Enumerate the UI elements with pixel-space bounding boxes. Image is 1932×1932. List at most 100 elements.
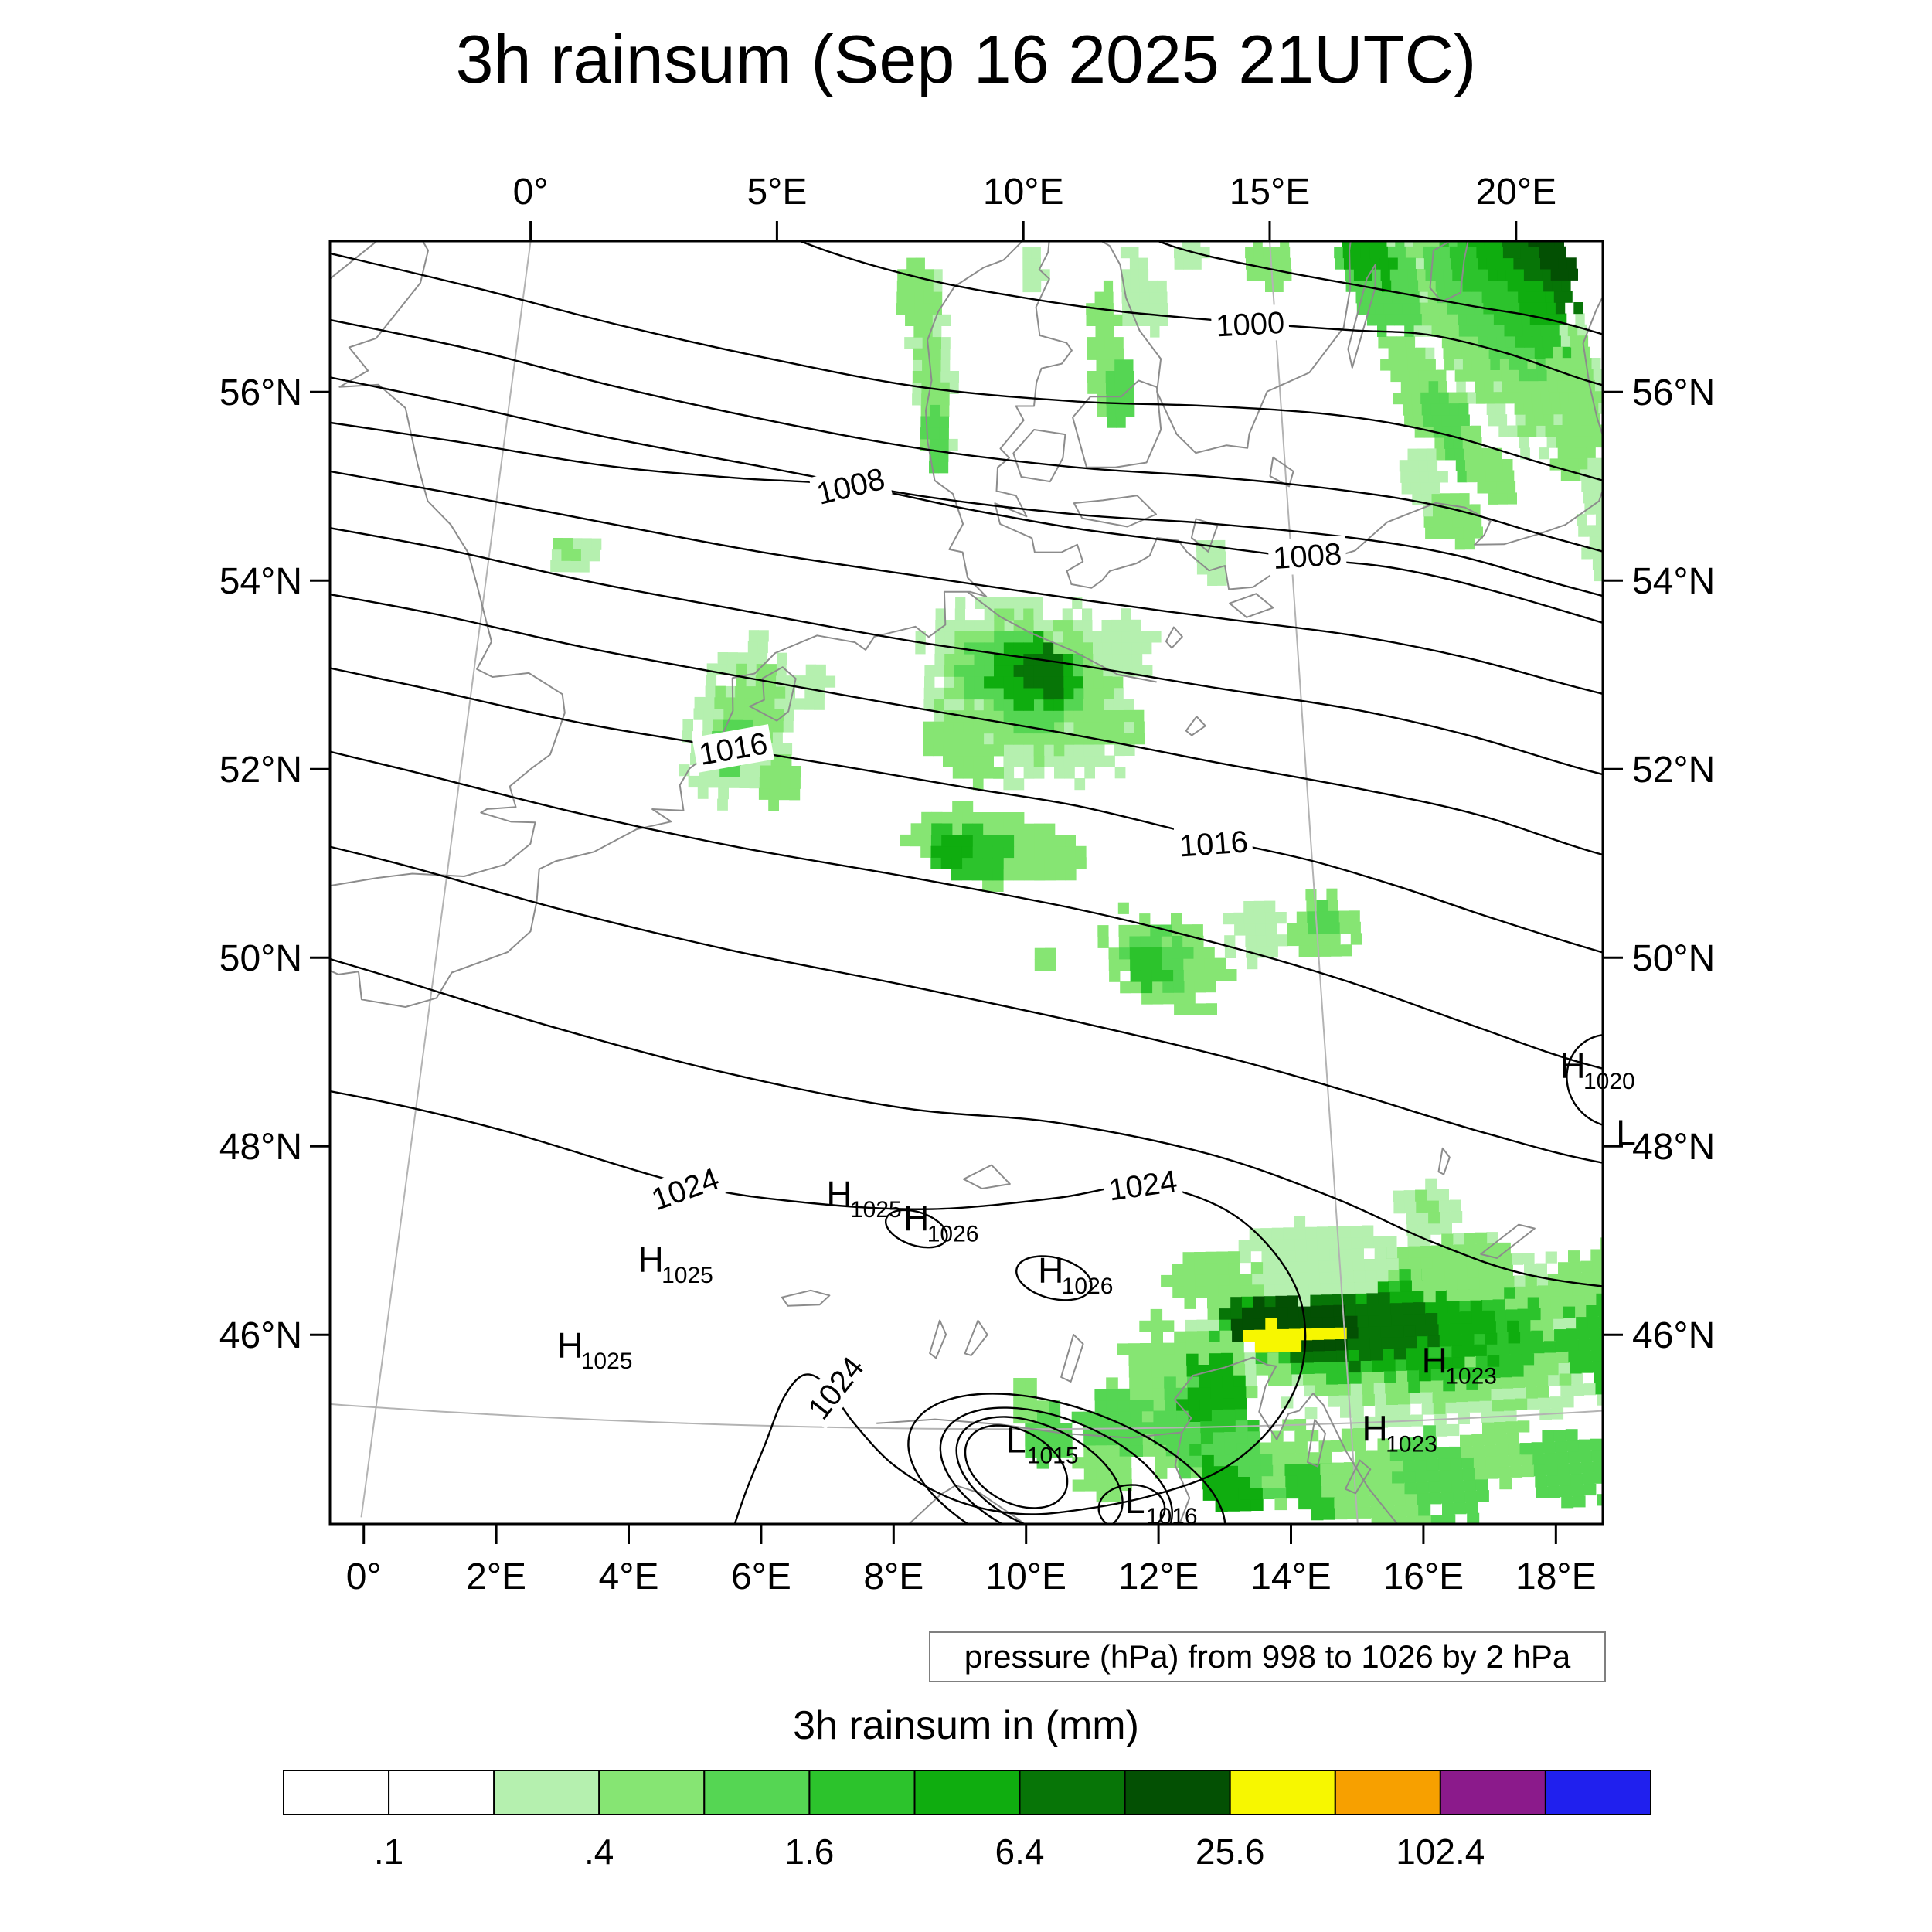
rain-cell (1440, 1492, 1454, 1504)
rain-cell (1025, 1445, 1038, 1458)
rain-cell (1471, 425, 1481, 438)
rain-cell (1523, 1364, 1536, 1376)
rain-cell (1570, 1372, 1583, 1385)
rain-cell (1420, 1246, 1432, 1258)
rain-cell (1234, 923, 1246, 936)
rain-cell (1542, 403, 1553, 415)
rain-cell (964, 687, 975, 700)
rain-cell (1471, 1434, 1484, 1447)
rain-cell (1577, 391, 1588, 403)
rain-cell (1537, 302, 1547, 315)
rain-cell (1150, 1308, 1163, 1321)
rain-cell (1330, 1440, 1343, 1452)
rain-cell (736, 663, 747, 675)
rain-cell (1083, 1411, 1096, 1423)
rain-cell (1328, 910, 1339, 923)
rain-cell (994, 665, 1005, 677)
rain-cell (682, 730, 692, 743)
rain-cell (1434, 268, 1444, 281)
rain-cell (1725, 1385, 1737, 1396)
rain-cell (1309, 1294, 1322, 1307)
rain-cell (993, 688, 1005, 700)
rain-cell (1440, 1223, 1452, 1235)
rain-cell (1443, 268, 1453, 281)
rain-cell (939, 404, 950, 417)
rain-cell (1131, 653, 1143, 665)
rain-cell (1208, 1319, 1220, 1332)
rain-cell (1488, 414, 1498, 427)
rain-cell (1403, 1460, 1416, 1472)
rain-cell (1013, 710, 1024, 723)
rain-cell (1087, 371, 1097, 383)
rain-cell (1092, 631, 1103, 643)
rain-cell (1679, 1233, 1691, 1245)
rain-cell (1431, 325, 1441, 337)
rain-cell (1368, 224, 1377, 236)
rain-cell (1379, 1303, 1391, 1315)
rain-cell (1304, 1407, 1318, 1420)
rain-cell (1142, 665, 1153, 677)
rain-cell (1211, 1398, 1223, 1410)
rain-cell (1386, 1393, 1398, 1405)
rain-cell (1628, 1359, 1640, 1370)
rain-cell (1458, 325, 1469, 337)
rain-cell (1139, 291, 1150, 304)
rain-cell (1023, 857, 1035, 869)
rain-cell (964, 642, 975, 655)
rain-cell (1545, 291, 1555, 303)
rain-cell (1387, 246, 1397, 259)
rain-cell (1075, 845, 1087, 858)
rain-cell (1607, 458, 1617, 470)
rain-cell (1628, 1270, 1639, 1281)
rain-cell (1386, 1247, 1398, 1259)
rain-cell (1381, 1494, 1394, 1507)
rain-cell (930, 845, 942, 858)
rain-cell (1382, 280, 1392, 292)
rain-cell (1231, 1330, 1243, 1342)
rain-cell (1216, 1263, 1230, 1275)
rain-cell (1063, 676, 1074, 689)
rain-cell (1184, 992, 1196, 1005)
rain-cell (1390, 190, 1400, 202)
rain-cell (1340, 1237, 1352, 1250)
rain-cell (1150, 936, 1162, 948)
rain-cell (1526, 425, 1537, 437)
rain-cell (737, 652, 748, 665)
rain-cell (1655, 1301, 1666, 1313)
rain-cell (1408, 190, 1417, 202)
rain-cell (1206, 1003, 1217, 1015)
rain-cell (1321, 1305, 1334, 1318)
rain-cell (1439, 1469, 1452, 1481)
rain-cell (1094, 744, 1105, 757)
rain-cell (1434, 1278, 1447, 1291)
rain-cell (943, 744, 954, 757)
rain-cell (963, 721, 975, 733)
rain-cell (1513, 325, 1523, 337)
rain-cell (1460, 1434, 1472, 1447)
rain-cell (1510, 302, 1520, 315)
rain-cell (1589, 536, 1600, 548)
rain-cell (1173, 992, 1185, 1005)
rain-cell (1003, 857, 1015, 869)
rain-layer (550, 190, 1737, 1524)
rain-cell (1563, 358, 1573, 370)
rain-cell (1643, 1302, 1655, 1314)
rain-cell (1446, 213, 1455, 224)
rain-cell (1262, 1487, 1275, 1499)
rain-cell (1573, 1495, 1586, 1508)
rain-cell (1370, 257, 1380, 270)
rain-cell (1115, 404, 1126, 417)
rain-cell (1508, 425, 1519, 437)
rain-cell (923, 744, 934, 757)
rain-cell (1463, 526, 1474, 539)
rain-cell (1397, 347, 1407, 359)
rain-cell (1141, 1388, 1154, 1400)
rain-cell (1475, 380, 1485, 393)
rain-cell (1254, 1329, 1267, 1342)
rain-cell (1467, 1266, 1479, 1278)
rain-cell (1604, 570, 1614, 581)
rain-cell (1505, 1421, 1519, 1434)
rain-cell (943, 755, 954, 767)
rain-cell (1318, 922, 1330, 934)
rain-cell (1688, 1288, 1699, 1300)
